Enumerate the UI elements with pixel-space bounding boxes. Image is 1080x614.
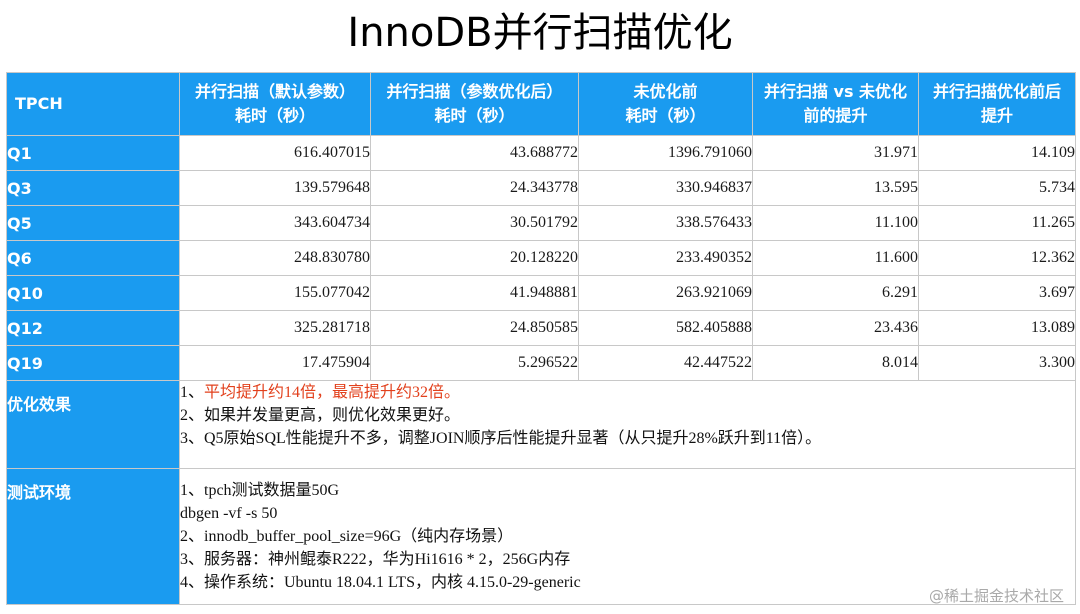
header-line1: 并行扫描 vs 未优化 [763, 82, 908, 101]
row-label: Q3 [6, 170, 180, 206]
table-row: Q6 248.830780 20.128220 233.490352 11.60… [6, 240, 1076, 276]
table-cell: 11.600 [752, 240, 919, 276]
table-cell: 5.296522 [370, 345, 579, 381]
table-cell: 343.604734 [179, 205, 371, 241]
header-row: TPCH 并行扫描（默认参数） 耗时（秒） 并行扫描（参数优化后） 耗时（秒） … [6, 72, 1076, 136]
env-line: 2、innodb_buffer_pool_size=96G（纯内存场景） [180, 528, 514, 545]
effect-line-1: 1、平均提升约14倍，最高提升约32倍。 [180, 381, 1075, 404]
effect-line-2: 2、如果并发量更高，则优化效果更好。 [180, 407, 461, 424]
table-cell: 3.697 [918, 275, 1076, 311]
header-cell: TPCH [6, 72, 180, 136]
table-row: Q12 325.281718 24.850585 582.405888 23.4… [6, 310, 1076, 346]
header-cell: 并行扫描（默认参数） 耗时（秒） [179, 72, 371, 136]
table-cell: 43.688772 [370, 135, 579, 171]
table-row: Q3 139.579648 24.343778 330.946837 13.59… [6, 170, 1076, 206]
table-row: Q10 155.077042 41.948881 263.921069 6.29… [6, 275, 1076, 311]
row-label: 测试环境 [6, 468, 180, 605]
effect-notes: 1、平均提升约14倍，最高提升约32倍。 2、如果并发量更高，则优化效果更好。 … [179, 380, 1076, 469]
effect-highlight: 平均提升约14倍，最高提升约32倍。 [204, 384, 461, 401]
env-line: 1、tpch测试数据量50G [180, 482, 340, 499]
header-line2: 提升 [980, 106, 1013, 125]
env-line: 3、服务器：神州鲲泰R222，华为Hi1616 * 2，256G内存 [180, 551, 571, 568]
table-cell: 13.089 [918, 310, 1076, 346]
table-cell: 1396.791060 [578, 135, 753, 171]
header-cell: 未优化前 耗时（秒） [578, 72, 753, 136]
effect-line-prefix: 1、 [180, 384, 205, 401]
table-cell: 23.436 [752, 310, 919, 346]
table-cell: 31.971 [752, 135, 919, 171]
table-cell: 325.281718 [179, 310, 371, 346]
table-row: Q5 343.604734 30.501792 338.576433 11.10… [6, 205, 1076, 241]
row-label: Q6 [6, 240, 180, 276]
table-cell: 20.128220 [370, 240, 579, 276]
watermark: @稀土掘金技术社区 [928, 587, 1064, 605]
table-cell: 155.077042 [179, 275, 371, 311]
header-line1: 并行扫描（参数优化后） [386, 82, 563, 101]
header-line1: 未优化前 [633, 82, 698, 101]
table-cell: 3.300 [918, 345, 1076, 381]
env-line: 4、操作系统：Ubuntu 18.04.1 LTS，内核 4.15.0-29-g… [180, 574, 581, 591]
effect-line-3: 3、Q5原始SQL性能提升不多，调整JOIN顺序后性能提升显著（从只提升28%跃… [180, 430, 822, 447]
row-label: Q5 [6, 205, 180, 241]
table-cell: 24.850585 [370, 310, 579, 346]
table-cell: 11.265 [918, 205, 1076, 241]
table-cell: 248.830780 [179, 240, 371, 276]
row-label: Q1 [6, 135, 180, 171]
table-cell: 24.343778 [370, 170, 579, 206]
env-line: dbgen -vf -s 50 [180, 505, 278, 522]
table-cell: 139.579648 [179, 170, 371, 206]
header-cell: 并行扫描 vs 未优化 前的提升 [752, 72, 919, 136]
row-label: 优化效果 [6, 380, 180, 469]
effect-row: 优化效果 1、平均提升约14倍，最高提升约32倍。 2、如果并发量更高，则优化效… [6, 380, 1076, 469]
table-cell: 338.576433 [578, 205, 753, 241]
header-line1: 并行扫描优化前后 [932, 82, 1061, 101]
table-row: Q19 17.475904 5.296522 42.447522 8.014 3… [6, 345, 1076, 381]
table-cell: 8.014 [752, 345, 919, 381]
header-line2: 耗时（秒） [434, 106, 515, 125]
table-cell: 582.405888 [578, 310, 753, 346]
table-cell: 616.407015 [179, 135, 371, 171]
table-cell: 6.291 [752, 275, 919, 311]
table-cell: 12.362 [918, 240, 1076, 276]
row-label: Q10 [6, 275, 180, 311]
row-label: Q19 [6, 345, 180, 381]
header-line2: 耗时（秒） [234, 106, 315, 125]
table-cell: 263.921069 [578, 275, 753, 311]
env-notes: 1、tpch测试数据量50G dbgen -vf -s 50 2、innodb_… [179, 468, 1076, 605]
header-line2: 耗时（秒） [625, 106, 706, 125]
header-cell: 并行扫描优化前后 提升 [918, 72, 1076, 136]
table-cell: 42.447522 [578, 345, 753, 381]
table-cell: 30.501792 [370, 205, 579, 241]
env-row: 测试环境 1、tpch测试数据量50G dbgen -vf -s 50 2、in… [6, 468, 1076, 605]
header-cell: 并行扫描（参数优化后） 耗时（秒） [370, 72, 579, 136]
table-cell: 330.946837 [578, 170, 753, 206]
table-cell: 5.734 [918, 170, 1076, 206]
page-title: InnoDB并行扫描优化 [347, 10, 733, 56]
table-cell: 17.475904 [179, 345, 371, 381]
table-cell: 233.490352 [578, 240, 753, 276]
table-cell: 11.100 [752, 205, 919, 241]
row-label: Q12 [6, 310, 180, 346]
table-row: Q1 616.407015 43.688772 1396.791060 31.9… [6, 135, 1076, 171]
header-line2: 前的提升 [803, 106, 868, 125]
results-table: TPCH 并行扫描（默认参数） 耗时（秒） 并行扫描（参数优化后） 耗时（秒） … [6, 72, 1076, 605]
table-cell: 14.109 [918, 135, 1076, 171]
table-cell: 13.595 [752, 170, 919, 206]
header-line1: 并行扫描（默认参数） [194, 82, 355, 101]
header-line1: TPCH [15, 94, 63, 113]
table-cell: 41.948881 [370, 275, 579, 311]
